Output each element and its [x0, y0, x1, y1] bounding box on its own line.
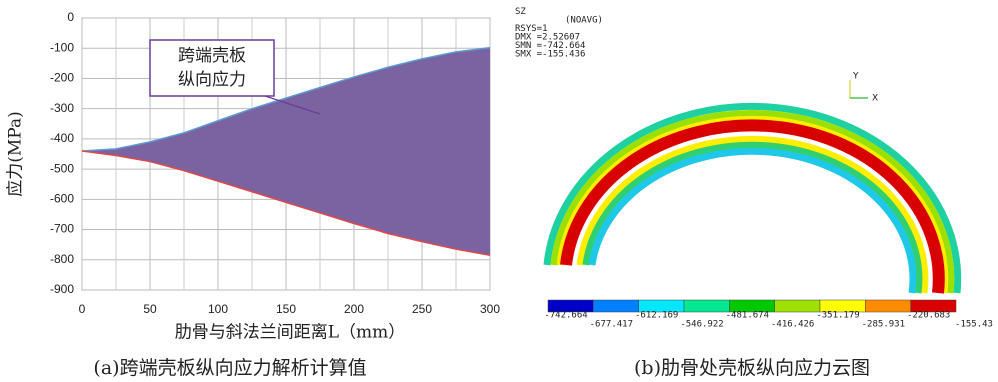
y-axis-label: 应力(MPa) — [6, 111, 26, 196]
y-tick-label: -400 — [50, 131, 74, 145]
x-tick-label: 200 — [344, 302, 364, 316]
header-line: (NOAVG) — [565, 16, 603, 26]
y-tick-label: -100 — [50, 40, 74, 54]
colorbar-segment — [684, 300, 729, 312]
colorbar-label: -285.931 — [862, 320, 905, 330]
colorbar-label: -155.43 — [955, 320, 993, 330]
colorbar-segment — [593, 300, 638, 312]
y-tick-label: -200 — [50, 71, 74, 85]
x-axis-label: 肋骨与斜法兰间距离L（mm） — [175, 323, 406, 343]
header-line: SMX =-155.436 — [515, 50, 585, 60]
triad-label: X — [872, 94, 878, 104]
colorbar-label: -742.664 — [544, 311, 587, 321]
colorbar-segment — [865, 300, 910, 312]
colorbar-label: -677.417 — [590, 320, 633, 330]
y-tick-label: -900 — [50, 282, 74, 296]
y-tick-label: -300 — [50, 101, 74, 115]
colorbar-label: -546.922 — [680, 320, 723, 330]
y-tick-label: -800 — [50, 252, 74, 266]
figure: (a)跨端壳板纵向应力解析计算值 (b)肋骨处壳板纵向应力云图 0 -100 -20… — [0, 0, 998, 382]
colorbar-label: -351.179 — [816, 311, 859, 321]
x-tick-label: 250 — [412, 302, 432, 316]
annotation-text: 纵向应力 — [178, 70, 246, 90]
colorbar-label: -481.674 — [726, 311, 769, 321]
annotation-text: 跨端壳板 — [178, 46, 246, 66]
colorbar-label: -612.169 — [635, 311, 678, 321]
caption-b: (b)肋骨处壳板纵向应力云图 — [634, 357, 870, 379]
colorbar-label: -220.683 — [907, 311, 950, 321]
x-tick-label: 150 — [276, 302, 296, 316]
caption-a: (a)跨端壳板纵向应力解析计算值 — [93, 357, 366, 379]
y-tick-label: -700 — [50, 222, 74, 236]
colorbar-segment — [775, 300, 820, 312]
triad-label: Y — [852, 72, 859, 82]
y-tick-label: -600 — [50, 192, 74, 206]
x-tick-label: 100 — [208, 302, 228, 316]
x-tick-label: 300 — [480, 302, 500, 316]
y-tick-label: -500 — [50, 161, 74, 175]
x-tick-label: 0 — [79, 302, 86, 316]
header-line: SZ — [515, 7, 526, 17]
colorbar-label: -416.426 — [771, 320, 814, 330]
x-tick-label: 50 — [143, 302, 157, 316]
y-tick-label: 0 — [67, 10, 74, 24]
